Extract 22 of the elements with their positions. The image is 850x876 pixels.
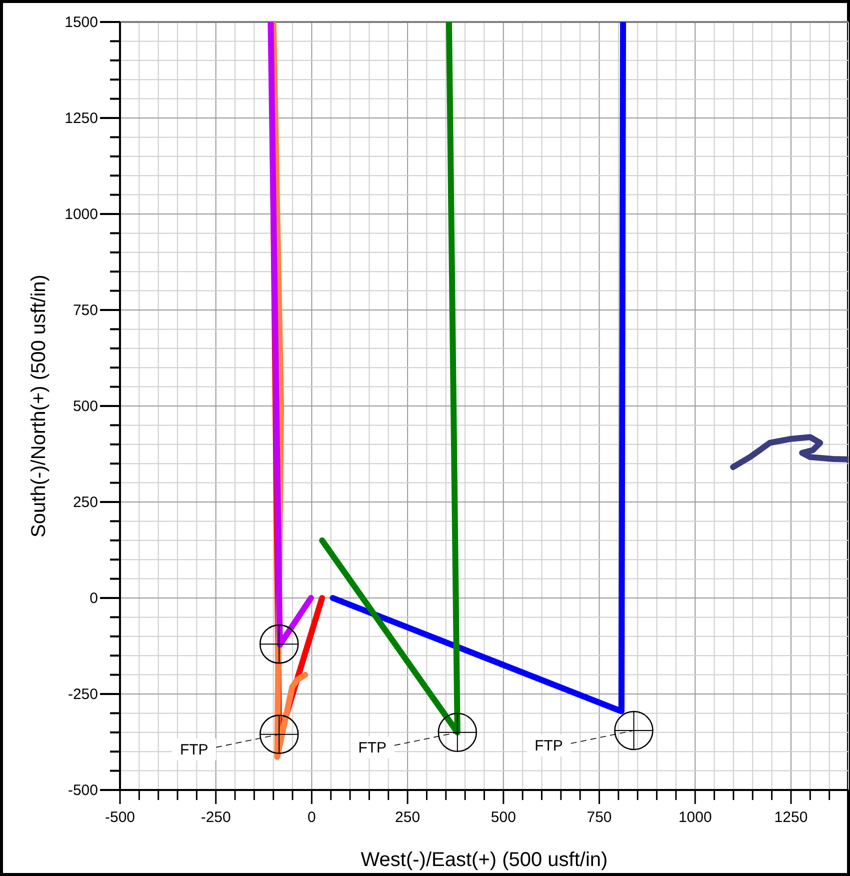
- x-tick-label: -250: [200, 809, 231, 826]
- x-axis-title: West(-)/East(+) (500 usft/in): [360, 849, 608, 871]
- y-tick-label: 1000: [64, 206, 98, 223]
- x-tick-label: 1000: [678, 809, 712, 826]
- y-tick-label: -250: [68, 686, 98, 703]
- y-tick-label: -500: [68, 782, 98, 799]
- y-tick-label: 250: [72, 494, 98, 511]
- x-tick-label: 0: [308, 809, 316, 826]
- annotation: FTP: [534, 737, 563, 754]
- y-tick-label: 750: [72, 302, 98, 319]
- x-tick-label: -500: [104, 809, 136, 826]
- x-tick-label: 750: [586, 809, 612, 826]
- y-tick-label: 1500: [64, 14, 98, 31]
- y-axis-title: South(-)/North(+) (500 usft/in): [28, 274, 50, 538]
- y-tick-label: 0: [90, 590, 98, 607]
- x-tick-label: 250: [395, 809, 420, 826]
- y-tick-label: 500: [72, 398, 98, 415]
- y-tick-label: 1250: [64, 110, 98, 127]
- x-tick-label: 1250: [774, 809, 808, 826]
- annotation: FTP: [358, 739, 387, 756]
- x-tick-label: 500: [490, 809, 516, 826]
- annotation: FTP: [180, 741, 208, 758]
